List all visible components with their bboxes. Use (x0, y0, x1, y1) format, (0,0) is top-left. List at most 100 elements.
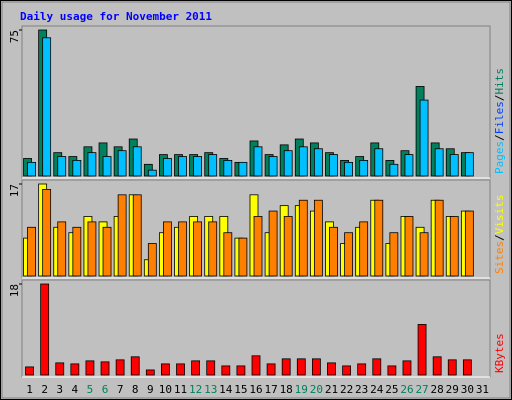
y-tick-label: 75 (8, 30, 21, 43)
x-tick-label: 16 (249, 383, 262, 396)
bar (329, 154, 338, 177)
legend: Pages/Files/Hits (493, 68, 506, 174)
bar (102, 226, 112, 277)
x-tick-label: 12 (189, 383, 202, 396)
x-tick-label: 18 (280, 383, 293, 396)
bar (313, 148, 323, 177)
bar (178, 221, 187, 277)
bar (283, 216, 293, 277)
bar (191, 360, 201, 376)
bar (283, 150, 293, 177)
legend-entry: Sites (493, 241, 506, 274)
bar (266, 363, 276, 376)
bar (268, 156, 278, 177)
bar (359, 160, 369, 177)
bar (42, 189, 52, 277)
bar (115, 359, 125, 376)
bar (147, 243, 157, 277)
bar (281, 358, 291, 376)
bar (389, 163, 399, 177)
bar (253, 146, 263, 177)
bar (298, 199, 308, 277)
bar (253, 216, 263, 277)
bar (464, 210, 474, 277)
legend-entry: Hits (493, 68, 506, 95)
bar (344, 161, 353, 177)
bar (206, 360, 216, 376)
bar (57, 221, 67, 277)
bar (387, 365, 397, 376)
bar (447, 359, 457, 376)
bar (85, 360, 95, 376)
bar (193, 221, 203, 277)
bar (147, 169, 157, 177)
legend: KBytes (493, 333, 506, 373)
legend-separator: / (493, 95, 506, 102)
bar (145, 369, 155, 376)
bar (342, 365, 351, 376)
bar (193, 156, 203, 177)
x-tick-label: 8 (132, 383, 139, 396)
bar (449, 216, 459, 277)
y-tick-label: 17 (8, 184, 21, 197)
bar (132, 194, 142, 277)
legend-entry: Visits (493, 195, 506, 235)
bar (374, 199, 384, 277)
bar (238, 237, 248, 277)
y-tick-label: 18 (8, 284, 21, 297)
x-tick-label: 10 (159, 383, 172, 396)
bar (419, 99, 429, 177)
bar (462, 359, 472, 376)
bar (236, 365, 246, 376)
bar (87, 152, 97, 177)
bar (117, 194, 127, 277)
bar (208, 221, 218, 277)
x-tick-label: 22 (340, 383, 353, 396)
bar (70, 363, 80, 376)
bar (417, 324, 427, 376)
x-tick-label: 20 (310, 383, 323, 396)
bar (357, 363, 367, 376)
bar (72, 160, 82, 177)
bar (72, 226, 82, 277)
x-tick-label: 1 (26, 383, 33, 396)
x-tick-label: 11 (174, 383, 187, 396)
bar (404, 154, 414, 177)
bar (163, 158, 172, 177)
legend: Sites/Visits (493, 195, 506, 275)
bar (434, 199, 444, 277)
x-tick-label: 24 (370, 383, 384, 396)
x-tick-label: 3 (56, 383, 63, 396)
bar (57, 156, 67, 177)
bar (402, 360, 412, 376)
x-tick-label: 30 (461, 383, 474, 396)
x-tick-label: 17 (264, 383, 277, 396)
bar (132, 146, 142, 177)
bar (434, 148, 444, 177)
x-tick-label: 31 (476, 383, 489, 396)
bar (372, 358, 382, 376)
x-tick-label: 29 (446, 383, 459, 396)
x-tick-label: 5 (87, 383, 94, 396)
bar (344, 232, 353, 277)
bar (25, 366, 34, 376)
x-tick-label: 19 (295, 383, 308, 396)
x-tick-label: 2 (41, 383, 48, 396)
bar (102, 156, 112, 177)
x-tick-label: 26 (400, 383, 413, 396)
bar (87, 221, 97, 277)
bar (329, 226, 338, 277)
bar (374, 148, 384, 177)
x-tick-label: 13 (204, 383, 217, 396)
bar (464, 152, 474, 177)
legend-separator: / (493, 134, 506, 141)
legend-entry: KBytes (493, 333, 506, 373)
bar (161, 363, 170, 376)
legend-separator: / (493, 234, 506, 241)
chart-title: Daily usage for November 2011 (20, 10, 212, 23)
bar (40, 283, 50, 376)
legend-entry: Pages (493, 141, 506, 174)
bar (117, 150, 127, 177)
